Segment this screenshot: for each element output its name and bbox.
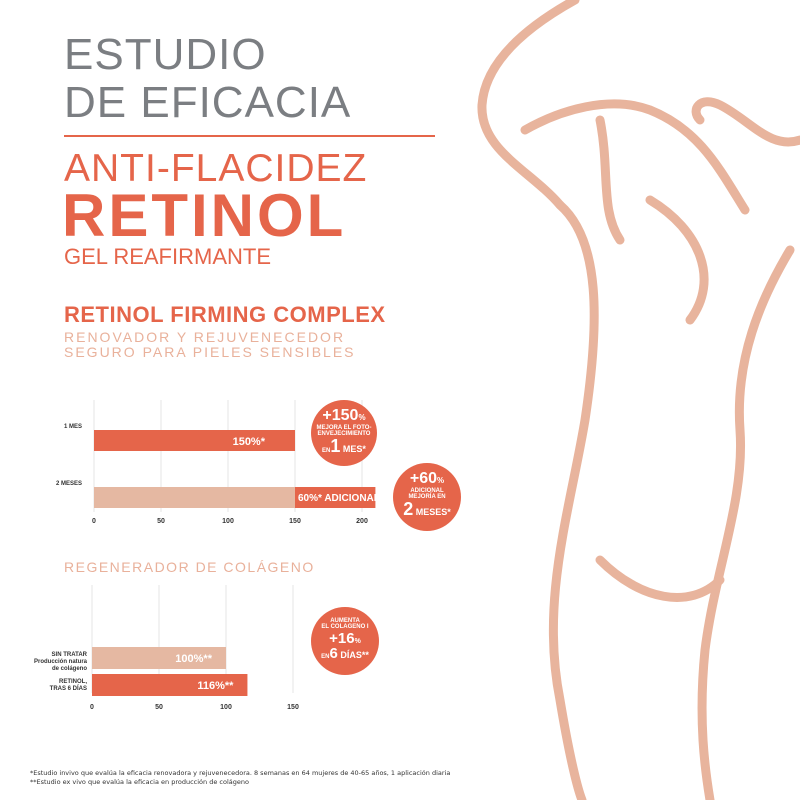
chart-collagen: 0 50 100 150 100%** 116%** SIN TRATARProducció… <box>34 585 299 711</box>
badge-1-month: +150% MEJORA EL FOTO- ENVEJECIMIENTO EN1… <box>311 400 377 466</box>
divider <box>64 135 435 137</box>
bar <box>92 647 226 669</box>
badge-text: ENVEJECIMIENTO <box>317 431 371 438</box>
badge-value: +150 <box>322 407 359 424</box>
bar <box>92 674 248 696</box>
data-label: 100%** <box>175 653 212 665</box>
badge-value: +16 <box>329 629 355 647</box>
x-tick-label: 50 <box>157 518 165 525</box>
data-label: 60%* ADICIONAL <box>298 493 380 504</box>
headline: ANTI-FLACIDEZ <box>64 147 368 190</box>
category-label: 1 MES <box>64 424 82 430</box>
category-label: TRAS 6 DÍAS <box>50 684 87 692</box>
badge-2-months: +60% ADICIONAL MEJORÍA EN 2 MESES* <box>393 463 461 531</box>
complex-line-1: RENOVADOR Y REJUVENECEDOR <box>64 329 346 345</box>
footnote-2: **Estudio ex vivo que evalúa la eficacia… <box>30 778 249 786</box>
complex-line-2: SEGURO PARA PIELES SENSIBLES <box>64 344 356 360</box>
title-line-2: DE EFICACIA <box>64 78 352 127</box>
chart2-title: REGENERADOR DE COLÁGENO <box>64 559 315 575</box>
data-label: 150%* <box>233 436 266 448</box>
x-tick-label: 0 <box>92 518 96 525</box>
x-tick-label: 100 <box>222 518 234 525</box>
category-label: Producción natura <box>34 659 88 665</box>
title-line-1: ESTUDIO <box>64 30 267 79</box>
badge-text: EL COLAGENO I <box>321 624 369 631</box>
x-tick-label: 150 <box>287 704 299 711</box>
badge-value: +60 <box>409 470 437 487</box>
x-tick-label: 150 <box>289 518 301 525</box>
complex-title: RETINOL FIRMING COMPLEX <box>64 302 386 327</box>
product-name: RETINOL <box>62 182 347 249</box>
category-label: de colágeno <box>52 666 87 672</box>
x-tick-label: 200 <box>356 518 368 525</box>
data-label: 116%** <box>197 680 234 692</box>
chart-photoaging: 0 50 100 150 200 1 MES 2 MESES 150%* 60%* ADICIO… <box>56 400 380 525</box>
badge-text: AUMENTA <box>330 618 360 624</box>
badge-text: MEJORA EL FOTO- <box>316 424 372 431</box>
bar-2-meses-base <box>94 487 295 508</box>
category-label: RETINOL, <box>59 679 87 685</box>
category-label: 2 MESES <box>56 481 82 487</box>
badge-collagen: AUMENTA EL COLAGENO I +16% EN6 DÍAS** <box>311 607 379 675</box>
x-tick-label: 50 <box>155 704 163 711</box>
category-label: SIN TRATAR <box>52 652 88 658</box>
bar-1-mes <box>94 430 295 451</box>
product-subtitle: GEL REAFIRMANTE <box>64 244 271 269</box>
bar-2-meses-additional <box>295 487 376 508</box>
x-tick-label: 0 <box>90 704 94 711</box>
footnote-1: *Estudio invivo que evalúa la eficacia r… <box>30 769 451 777</box>
badge-text: ADICIONAL <box>410 487 444 494</box>
badge-text: MEJORÍA EN <box>408 494 446 501</box>
x-tick-label: 100 <box>220 704 232 711</box>
